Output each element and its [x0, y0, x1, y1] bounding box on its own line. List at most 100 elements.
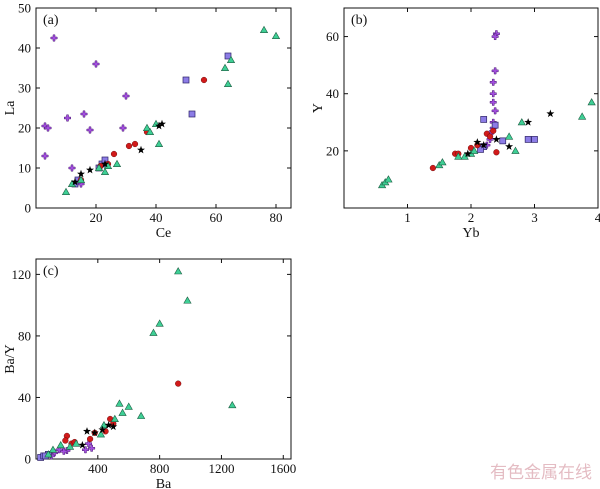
panel-c-point-green-triangle: [136, 411, 146, 419]
panel-c-point-black-star: [104, 420, 113, 429]
panel-a-point-green-triangle: [271, 31, 281, 40]
panel-a-point-purple-diamond: [80, 110, 88, 118]
panel-a-point-purple-square: [182, 76, 190, 84]
panel-c-point-black-star: [83, 427, 91, 435]
panel-a-point-green-triangle: [220, 63, 230, 71]
panel-c-y-tick-label: 0: [25, 452, 32, 467]
panel-c-point-green-triangle: [118, 408, 127, 416]
panel-b-point-green-triangle: [504, 132, 514, 140]
panel-b-point-black-star: [463, 149, 472, 158]
panel-a-point-green-triangle: [100, 167, 110, 175]
panel-b-y-tick-label: 60: [326, 29, 339, 44]
panel-a-point-purple-diamond: [41, 152, 49, 160]
panel-b-y-tick-label: 40: [326, 86, 339, 101]
panel-a-point-purple-diamond: [44, 124, 52, 132]
panel-b-point-purple-square: [499, 137, 507, 145]
panel-b-point-green-triangle: [470, 146, 479, 154]
panel-b-x-tick-label: 3: [531, 210, 538, 225]
panel-a-point-green-triangle: [154, 139, 164, 147]
panel-c-point-green-triangle: [115, 399, 124, 407]
panel-b-point-red-circle: [486, 133, 494, 140]
panel-a-x-axis-label: Ce: [156, 226, 172, 241]
panel-b-point-purple-diamond: [491, 33, 499, 41]
panel-b-point-purple-square: [531, 136, 538, 143]
panel-b-point-green-triangle: [384, 175, 393, 183]
panel-c-point-green-triangle: [155, 319, 164, 327]
panel-b-point-black-star: [473, 138, 482, 146]
panel-b-point-green-triangle: [578, 112, 587, 120]
panel-c: 400 800 1200 1600 0 40 80 120 Ba Ba/Y (c): [3, 258, 296, 489]
panel-a-point-black-star: [86, 165, 94, 174]
panel-b-point-black-star: [546, 109, 555, 118]
panel-c-point-red-circle: [175, 380, 182, 387]
panel-b-y-axis-label: Y: [311, 103, 326, 113]
panel-b-point-black-star: [492, 135, 501, 143]
panel-c-y-tick-label: 40: [18, 390, 31, 405]
panel-c-point-green-triangle: [44, 450, 53, 458]
panel-a-point-green-triangle: [112, 159, 122, 167]
panel-a-point-green-triangle: [94, 163, 104, 171]
panel-c-x-tick-label: 800: [150, 461, 170, 476]
panel-a-point-purple-diamond: [122, 92, 130, 100]
panel-a-y-tick-label: 40: [18, 41, 31, 56]
panel-a-point-black-star: [77, 169, 85, 178]
panel-c-point-purple-diamond: [88, 444, 96, 452]
panel-b-points: [377, 30, 596, 189]
panel-a-point-purple-square: [188, 110, 196, 118]
panel-a-frame: [35, 7, 292, 209]
panel-c-point-green-triangle: [183, 296, 192, 304]
panel-c-point-green-triangle: [228, 400, 237, 409]
panel-c-point-red-circle: [86, 435, 94, 443]
panel-c-point-red-circle: [62, 437, 69, 444]
panel-a-point-green-triangle: [142, 123, 152, 131]
panel-b-x-tick-label: 1: [404, 210, 411, 225]
panel-a-point-green-triangle: [223, 79, 233, 87]
panel-c-point-black-star: [90, 428, 99, 437]
panel-b-point-purple-diamond: [491, 67, 499, 75]
panel-a-x-tick-label: 20: [90, 210, 103, 225]
panel-a-point-purple-diamond: [50, 34, 58, 42]
panel-b-x-tick-label: 4: [595, 210, 600, 225]
watermark: 有色金属在线: [490, 463, 592, 483]
panel-c-x-axis-label: Ba: [156, 477, 172, 489]
panel-c-point-black-star: [109, 422, 118, 431]
panel-a-point-black-star: [158, 119, 166, 128]
panel-b-frame: [343, 7, 599, 209]
panel-b-point-green-triangle: [517, 118, 526, 126]
panel-a-point-purple-diamond: [64, 114, 71, 122]
panel-c-frame: [35, 258, 292, 460]
panel-a-y-tick-label: 20: [18, 121, 31, 136]
panel-a-point-black-star: [137, 145, 145, 154]
panel-a-point-green-triangle: [145, 127, 155, 135]
panel-c-points: [37, 267, 237, 461]
panel-c-point-green-triangle: [149, 328, 158, 336]
panel-a-point-black-star: [101, 159, 109, 168]
panel-c-point-green-triangle: [174, 267, 183, 275]
panel-c-point-green-triangle: [48, 445, 58, 453]
panel-a-y-axis-label: La: [3, 100, 18, 116]
panel-a-point-black-star: [155, 121, 163, 130]
panel-a-label: (a): [43, 13, 59, 28]
panel-c-x-tick-label: 400: [88, 461, 108, 476]
panel-b-y-tick-label: 20: [326, 143, 339, 158]
panel-c-x-tick-label: 1200: [208, 461, 234, 476]
panel-a-y-tick-label: 0: [25, 201, 32, 216]
panel-c-point-green-triangle: [72, 439, 81, 447]
panel-a-point-green-triangle: [226, 55, 236, 64]
panel-b-point-green-triangle: [511, 146, 520, 154]
panel-b-point-purple-square: [480, 116, 488, 123]
panel-a-y-tick-label: 10: [18, 161, 31, 176]
panel-b-point-black-star: [479, 140, 488, 149]
panel-c-label: (c): [43, 264, 59, 279]
panel-c-point-purple-diamond: [82, 446, 89, 454]
panel-b-point-green-triangle: [587, 98, 596, 106]
panel-b-x-tick-label: 2: [468, 210, 475, 225]
panel-b-point-red-circle: [493, 149, 500, 156]
panel-a: 20 40 60 80 0 10 20 30 40 50 Ce La (a): [3, 1, 292, 241]
panel-c-point-green-triangle: [110, 414, 119, 423]
panel-b-point-red-circle: [490, 127, 497, 134]
panel-a-point-red-circle: [131, 140, 139, 148]
panel-c-point-green-triangle: [65, 442, 75, 450]
panel-b-x-axis-label: Yb: [462, 226, 479, 241]
